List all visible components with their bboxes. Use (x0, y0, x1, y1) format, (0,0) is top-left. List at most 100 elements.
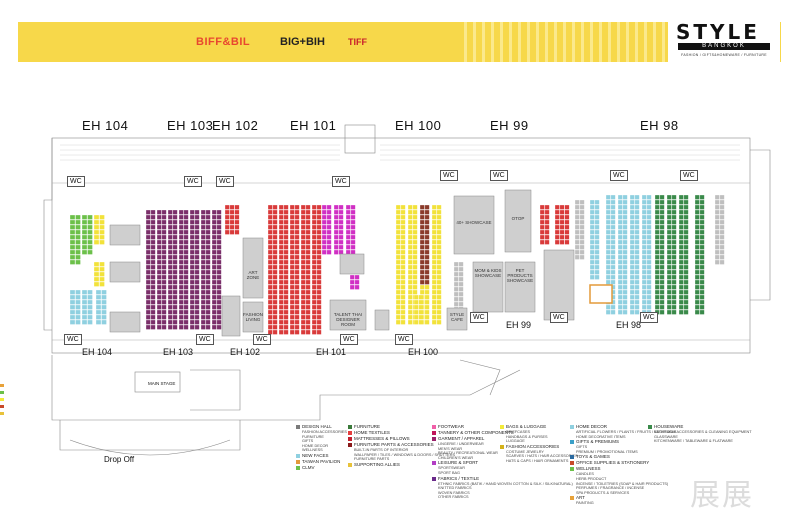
booth (294, 234, 300, 240)
booth (699, 224, 705, 230)
booth (311, 259, 317, 265)
booth (316, 284, 322, 290)
biff-bil-logo: BIFF&BIL (196, 36, 251, 48)
booth (678, 239, 684, 245)
booth (311, 314, 317, 320)
booth (589, 264, 595, 270)
booth (407, 214, 413, 220)
booth (617, 234, 623, 240)
booth (161, 319, 167, 325)
booth (659, 299, 665, 305)
booth (453, 276, 459, 282)
booth (654, 229, 660, 235)
booth (161, 254, 167, 260)
booth (436, 319, 442, 325)
booth (699, 209, 705, 215)
booth (622, 269, 628, 275)
booth (671, 264, 677, 270)
booth (156, 284, 162, 290)
pet-products-block (504, 261, 536, 313)
booth (294, 274, 300, 280)
booth (589, 254, 595, 260)
hall-label-bottom-eh99: EH 99 (506, 320, 532, 330)
wc-icon: WC (680, 170, 698, 181)
booth (305, 299, 311, 305)
booth (200, 284, 206, 290)
booth (350, 234, 356, 240)
booth (431, 249, 437, 255)
booth (654, 194, 660, 200)
booth (605, 239, 611, 245)
booth (431, 264, 437, 270)
booth (81, 229, 88, 235)
booth (629, 294, 635, 300)
booth (321, 219, 327, 225)
booth (354, 284, 360, 290)
booth (167, 319, 173, 325)
booth (666, 289, 672, 295)
booth (278, 244, 284, 250)
booth (694, 294, 700, 300)
legend-subitem: HANDBAGS & PURSES (506, 434, 548, 439)
booth (610, 279, 616, 285)
booth (395, 274, 401, 280)
booth (272, 204, 278, 210)
booth (539, 204, 545, 210)
booth (194, 294, 200, 300)
booth (178, 269, 184, 275)
booth (69, 244, 76, 250)
booth (300, 229, 306, 235)
legend-subitem: CHILDREN'S WEAR (438, 455, 474, 460)
booth (316, 269, 322, 275)
booth (87, 314, 93, 320)
booth (610, 234, 616, 240)
booth (305, 239, 311, 245)
booth (101, 319, 107, 325)
booth (194, 214, 200, 220)
hall-label-bottom-eh102: EH 102 (230, 347, 261, 357)
booth (400, 214, 406, 220)
booth (150, 289, 156, 295)
booth (678, 254, 684, 260)
booth (641, 244, 647, 250)
booth (395, 249, 401, 255)
booth (683, 304, 689, 310)
style-bangkok-logo: STYLE BANGKOK FASHION / GIFTS&HOMEWARE /… (668, 20, 780, 64)
booth (272, 304, 278, 310)
booth (333, 229, 339, 235)
booth (305, 259, 311, 265)
booth (278, 234, 284, 240)
booth (289, 329, 295, 335)
booth (610, 254, 616, 260)
booth (345, 239, 351, 245)
booth (145, 269, 151, 275)
legend-swatch (296, 459, 300, 464)
booth (194, 324, 200, 330)
booth (99, 229, 105, 235)
legend-item: FURNITURE (348, 424, 455, 430)
booth (156, 299, 162, 305)
booth (714, 214, 720, 220)
booth (172, 264, 178, 270)
booth (267, 269, 273, 275)
booth (156, 249, 162, 255)
main-stage-label: MAIN STAGE (148, 381, 176, 386)
booth (267, 314, 273, 320)
booth (272, 294, 278, 300)
booth (554, 229, 560, 235)
legend-label: FABRICS / TEXTILE (438, 475, 480, 481)
style-logo-tagline: FASHION / GIFTS&HOMEWARE / FURNITURE (681, 53, 767, 57)
booth (172, 319, 178, 325)
booth (419, 204, 425, 210)
booth (395, 244, 401, 250)
booth (413, 309, 419, 315)
legend-col-2: FURNITURE HOME TEXTILES MATTRESSES & PILLO… (348, 424, 455, 468)
booth (189, 289, 195, 295)
booth (654, 249, 660, 255)
legend-item: ART (570, 495, 676, 501)
booth (574, 204, 580, 210)
booth (156, 209, 162, 215)
booth (289, 314, 295, 320)
booth (400, 319, 406, 325)
booth (436, 244, 442, 250)
